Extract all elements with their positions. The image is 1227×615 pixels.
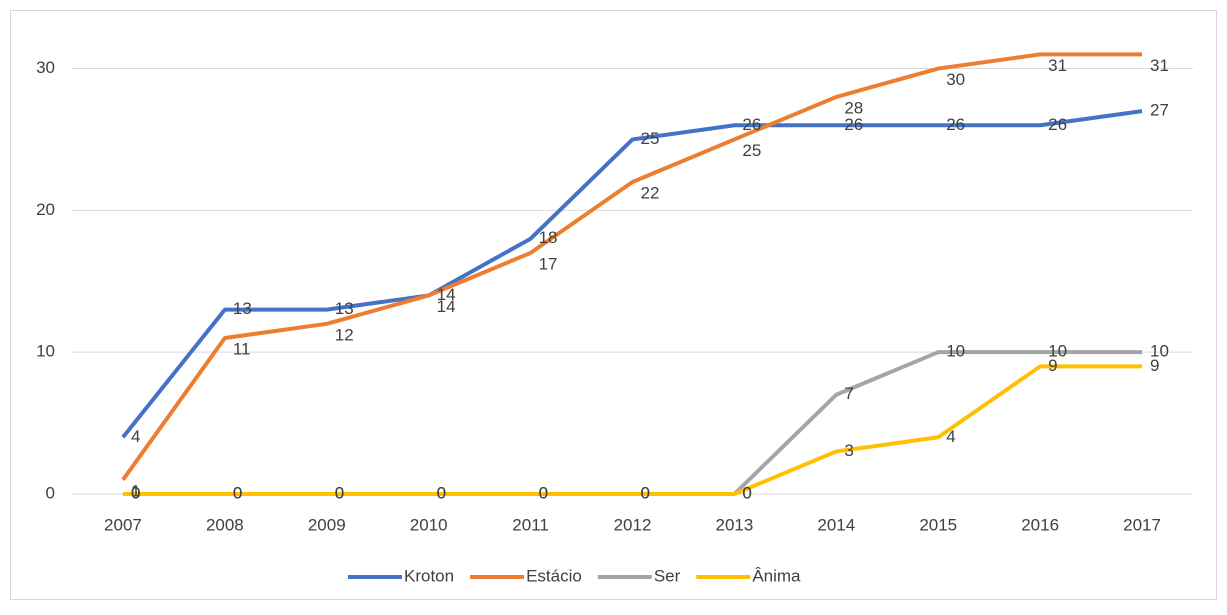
legend-label: Estácio: [526, 566, 582, 585]
data-label: 0: [335, 483, 344, 502]
x-tick-label: 2008: [206, 515, 244, 534]
data-label: 0: [641, 483, 650, 502]
x-tick-label: 2015: [919, 515, 957, 534]
data-label: 9: [1150, 356, 1159, 375]
x-tick-label: 2012: [614, 515, 652, 534]
data-label: 0: [742, 483, 751, 502]
data-label: 13: [335, 299, 354, 318]
data-label: 0: [539, 483, 548, 502]
data-label: 0: [641, 483, 650, 502]
data-label: 26: [946, 115, 965, 134]
data-label: 0: [233, 483, 242, 502]
data-label: 17: [539, 254, 558, 273]
data-label: 14: [437, 285, 456, 304]
data-label: 26: [844, 115, 863, 134]
y-tick-label: 0: [46, 483, 55, 502]
data-label: 0: [131, 483, 140, 502]
data-label: 0: [131, 483, 140, 502]
data-label: 22: [641, 183, 660, 202]
legend-label: Ânima: [752, 566, 801, 585]
x-tick-label: 2017: [1123, 515, 1161, 534]
data-label: 27: [1150, 101, 1169, 120]
data-label: 0: [335, 483, 344, 502]
data-label: 10: [1150, 342, 1169, 361]
legend-label: Kroton: [404, 566, 454, 585]
data-label: 12: [335, 325, 354, 344]
x-tick-label: 2007: [104, 515, 142, 534]
data-label: 4: [131, 427, 140, 446]
data-label: 3: [844, 441, 853, 460]
x-tick-label: 2016: [1021, 515, 1059, 534]
data-label: 0: [437, 483, 446, 502]
data-label: 30: [946, 70, 965, 89]
x-tick-label: 2009: [308, 515, 346, 534]
data-label: 0: [539, 483, 548, 502]
y-tick-label: 30: [36, 58, 55, 77]
data-label: 1: [131, 481, 140, 500]
data-label: 26: [1048, 115, 1067, 134]
data-label: 14: [437, 297, 456, 316]
series-line: [121, 109, 1143, 439]
x-tick-label: 2014: [817, 515, 855, 534]
data-label: 10: [946, 342, 965, 361]
data-label: 11: [233, 339, 251, 358]
data-label: 31: [1150, 56, 1169, 75]
data-label: 26: [742, 115, 761, 134]
legend-label: Ser: [654, 566, 681, 585]
x-tick-label: 2011: [512, 515, 549, 534]
data-label: 4: [946, 427, 955, 446]
y-tick-label: 10: [36, 342, 55, 361]
data-label: 10: [1048, 342, 1067, 361]
data-label: 31: [1048, 56, 1067, 75]
data-label: 28: [844, 98, 863, 117]
y-tick-label: 20: [36, 200, 55, 219]
data-label: 18: [539, 228, 558, 247]
data-label: 7: [844, 384, 853, 403]
series-line: [122, 364, 1143, 496]
series-line: [121, 52, 1143, 481]
data-label: 13: [233, 299, 252, 318]
x-tick-label: 2010: [410, 515, 448, 534]
x-tick-label: 2013: [715, 515, 753, 534]
data-label: 25: [742, 141, 761, 160]
data-label: 0: [233, 483, 242, 502]
data-label: 25: [641, 129, 660, 148]
chart-border: [10, 10, 1217, 600]
data-label: 9: [1048, 356, 1057, 375]
data-label: 0: [437, 483, 446, 502]
data-label: 0: [742, 483, 751, 502]
